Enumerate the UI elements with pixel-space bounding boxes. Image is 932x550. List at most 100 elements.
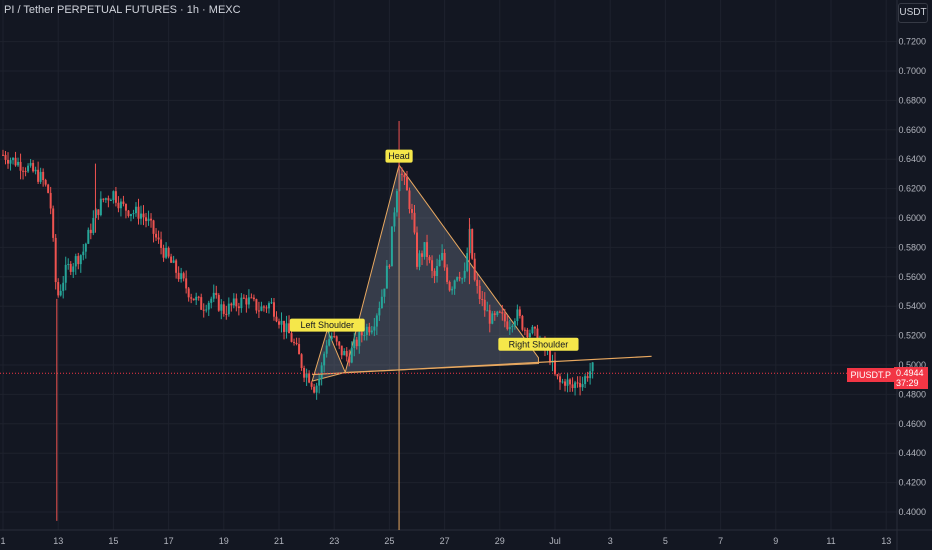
candle [383,288,386,304]
candle [270,297,273,304]
candle [323,351,326,373]
candle [217,293,220,312]
candle [325,340,328,358]
candle [134,202,137,217]
candle [423,242,426,260]
candle [240,293,243,313]
currency-button[interactable]: USDT [898,3,928,23]
candle [280,312,283,333]
candle [285,315,288,339]
candle-body [117,202,120,209]
candle [564,378,567,392]
candle [365,323,368,341]
candle [49,186,52,215]
candle [591,362,594,379]
candle-body [2,154,4,156]
candle-body [7,159,10,164]
last-price-box: 0.4944 37:29 [894,367,928,389]
candle-body [285,323,288,332]
x-tick-label: 23 [329,536,339,546]
candle-body [305,373,308,378]
candle [283,320,286,340]
candle-body [132,213,135,215]
y-tick-label: 0.5800 [898,242,926,252]
candle-body [27,165,30,172]
candle [498,310,501,314]
candle [197,295,200,301]
candle [441,244,444,261]
candle-body [584,376,587,385]
y-tick-label: 0.4000 [898,507,926,517]
candle [162,244,165,262]
candle-body [340,345,343,356]
candle [62,275,65,299]
candle [207,300,210,316]
candle-body [207,302,210,310]
candle [453,279,456,295]
candle [370,325,373,335]
candle [368,322,371,336]
candle-body [483,299,486,311]
candle-body [160,239,163,248]
candle [523,327,526,336]
candle [242,294,245,300]
candle-body [19,161,22,171]
candle [303,365,306,383]
candle [508,319,511,336]
candle-body [589,371,592,379]
candle-body [365,326,368,335]
candle [272,298,275,321]
candle-body [385,265,388,289]
candle [338,341,341,350]
candle-body [416,232,418,267]
candle [478,280,481,305]
y-tick-label: 0.6600 [898,125,926,135]
candle [378,301,381,322]
candle-body [42,171,45,181]
candle [385,259,388,289]
candle [393,207,396,232]
candle-body [79,255,82,265]
candle-body [122,201,125,204]
candle-body [335,336,338,342]
candle [157,230,160,244]
candle-body [222,304,225,314]
candle-body [355,339,358,347]
candle [17,157,20,167]
candle-body [142,213,145,218]
x-tick-label: 1 [0,536,5,546]
candle [375,313,378,335]
candle-body [212,292,215,299]
candle-body [152,220,155,234]
candle [127,209,130,218]
candle-body [62,282,65,291]
candle [82,243,85,261]
candle-body [338,341,341,346]
candle-body [443,252,446,268]
candle [410,203,413,220]
candle-body [571,384,574,389]
candle [79,254,82,273]
x-tick-label: 17 [164,536,174,546]
candle [177,266,180,282]
candle-body [486,310,489,312]
candle-body [466,253,469,271]
candle [255,298,258,314]
candle [438,254,441,267]
candle-body [145,217,148,222]
candle-body [418,253,421,267]
candle-body [278,321,280,325]
candle [67,258,70,270]
candle-body [107,198,110,201]
candle [42,168,45,187]
candle-body [428,256,431,261]
y-tick-label: 0.7200 [898,37,926,47]
candle [237,302,240,316]
candle [556,373,559,380]
candle-body [102,198,105,200]
candle-body [247,297,250,305]
candle [212,284,215,303]
candle-body [350,348,353,363]
candle-body [383,288,386,297]
